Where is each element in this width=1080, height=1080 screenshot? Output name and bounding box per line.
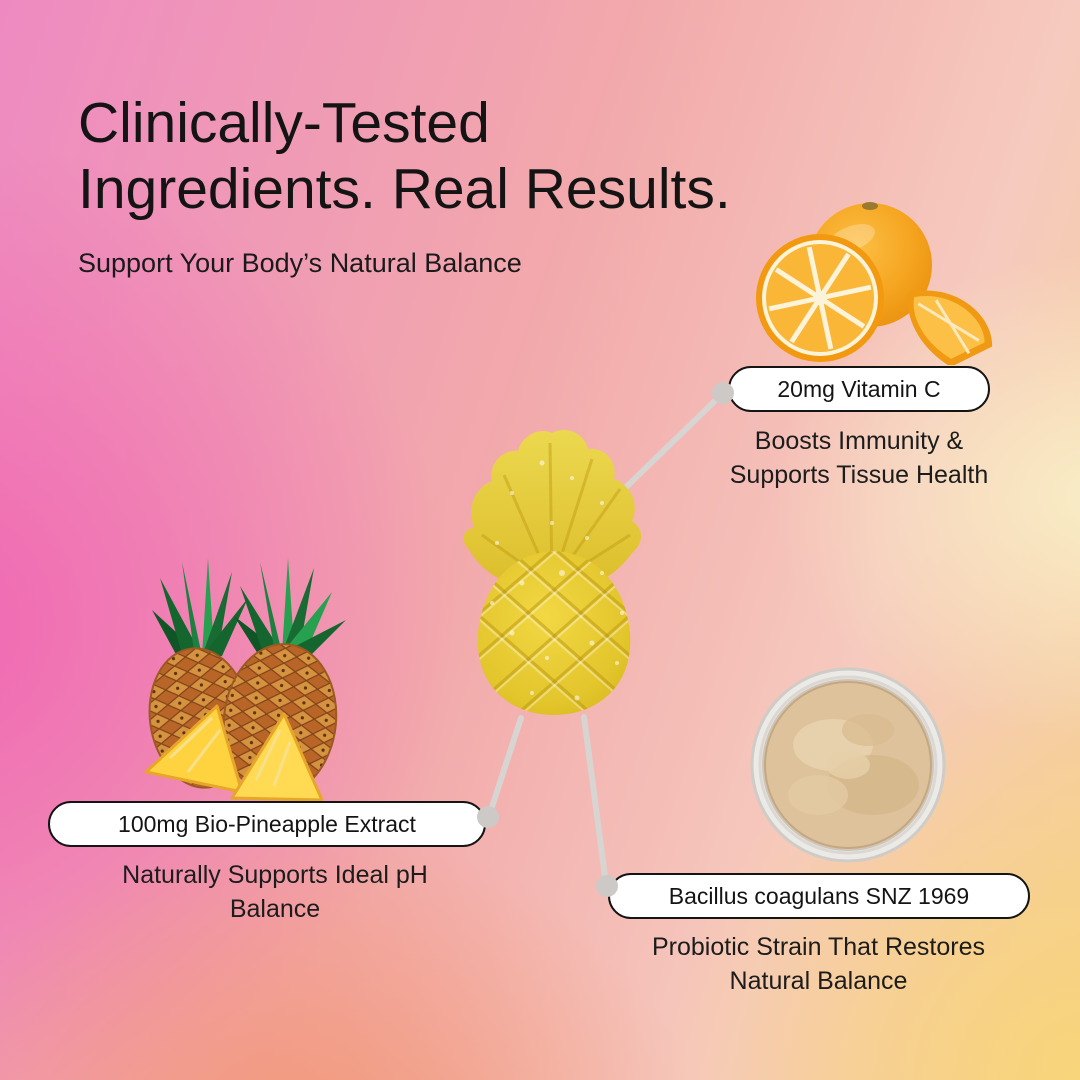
probiotic-desc-line2: Natural Balance	[729, 967, 908, 995]
vitamin-c-pill: 20mg Vitamin C	[728, 366, 990, 412]
pineapples-photo	[144, 558, 346, 802]
vitamin-c-description: Boosts Immunity & Supports Tissue Health	[706, 424, 1012, 492]
pineapple-extract-description: Naturally Supports Ideal pH Balance	[55, 858, 495, 926]
probiotic-description: Probiotic Strain That Restores Natural B…	[596, 930, 1041, 998]
vitamin-c-desc-line1: Boosts Immunity &	[754, 427, 964, 455]
page-title: Clinically-Tested Ingredients. Real Resu…	[78, 90, 731, 222]
pineapple-gummy-photo	[463, 429, 641, 715]
page-subtitle: Support Your Body’s Natural Balance	[78, 248, 522, 278]
orange-photo	[756, 202, 993, 365]
pineapple-extract-desc-line1: Naturally Supports Ideal pH	[122, 861, 428, 889]
page-title-line1: Clinically-Tested	[78, 91, 490, 155]
probiotic-desc-line1: Probiotic Strain That Restores	[651, 933, 986, 961]
page-title-line2: Ingredients. Real Results.	[78, 157, 731, 221]
pineapple-extract-pill: 100mg Bio-Pineapple Extract	[48, 801, 486, 847]
probiotic-pill: Bacillus coagulans SNZ 1969	[608, 873, 1030, 919]
vitamin-c-desc-line2: Supports Tissue Health	[729, 461, 989, 489]
probiotic-powder-photo	[750, 667, 946, 863]
pineapple-extract-desc-line2: Balance	[229, 895, 321, 923]
